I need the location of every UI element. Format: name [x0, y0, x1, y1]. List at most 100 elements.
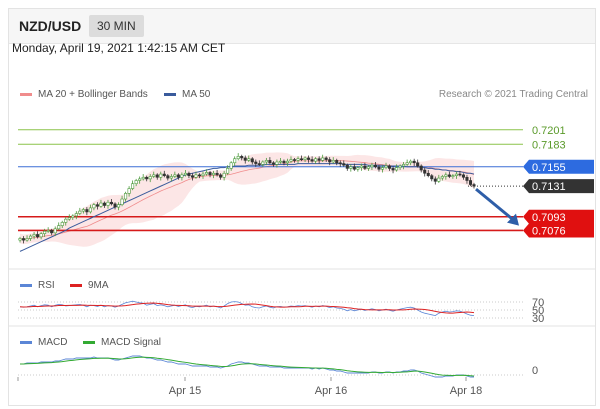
candle-body — [222, 172, 226, 178]
candle-body — [81, 209, 85, 212]
candle-body — [465, 176, 469, 181]
candle-body — [243, 157, 247, 161]
candle-body — [391, 168, 395, 171]
candle-body — [440, 176, 444, 179]
x-axis-label: Apr 16 — [315, 385, 347, 397]
candle-body — [377, 166, 381, 170]
candle-body — [183, 172, 187, 176]
candle-body — [402, 164, 406, 167]
candle-body — [278, 160, 282, 163]
candle-body — [39, 233, 43, 238]
candle-body — [296, 158, 300, 161]
candle-body — [194, 174, 198, 178]
candle-body — [29, 235, 33, 239]
candles — [18, 153, 476, 244]
level-label: 0.7201 — [532, 125, 566, 137]
candle-body — [268, 160, 272, 164]
candle-body — [60, 222, 64, 226]
candle-body — [169, 176, 173, 179]
candle-body — [141, 176, 145, 180]
candle-body — [190, 175, 194, 178]
candle-body — [335, 160, 339, 164]
candle-body — [240, 156, 244, 159]
candle-body — [437, 177, 441, 182]
candle-body — [300, 158, 304, 161]
moving-averages — [19, 163, 475, 252]
candle-body — [32, 234, 36, 237]
candle-body — [145, 176, 149, 180]
chart-header: NZD/USD 30 MIN — [9, 9, 595, 44]
candle-body — [289, 159, 293, 162]
forecast-arrow — [475, 187, 519, 226]
candle-body — [155, 174, 159, 178]
forecast-arrow-head — [507, 213, 519, 226]
candle-body — [303, 157, 307, 160]
candle-body — [398, 165, 402, 168]
candle-body — [88, 207, 92, 213]
candle-body — [208, 172, 212, 176]
level-label: 0.7183 — [532, 139, 566, 151]
candle-body — [433, 178, 437, 182]
candle-body — [461, 174, 465, 178]
candle-body — [120, 198, 124, 205]
candle-body — [113, 203, 117, 208]
candle-body — [416, 162, 420, 167]
candle-body — [78, 210, 82, 214]
x-axis: Apr 15 Apr 16 Apr 18 — [17, 377, 482, 397]
timeframe-badge[interactable]: 30 MIN — [89, 15, 144, 37]
level-label-bg — [523, 209, 594, 224]
candle-body — [212, 172, 216, 176]
forecast-arrow-shaft — [475, 187, 514, 221]
candle-body — [395, 167, 399, 171]
candle-body — [426, 172, 430, 176]
candle-body — [468, 180, 473, 185]
candle-body — [215, 172, 219, 176]
candle-body — [370, 164, 374, 168]
candle-body — [201, 173, 205, 176]
macd-tick-label: 0 — [532, 365, 538, 377]
candle-body — [46, 230, 50, 232]
candle-body — [18, 238, 22, 241]
candle-body — [412, 160, 416, 164]
research-credit: Research © 2021 Trading Central — [439, 89, 588, 100]
candle-body — [226, 168, 230, 174]
candle-body — [106, 201, 110, 206]
candle-body — [236, 156, 240, 160]
candle-body — [64, 218, 68, 223]
candle-body — [317, 158, 321, 161]
candle-body — [356, 167, 360, 170]
rsi-tick-label: 70 — [532, 297, 544, 309]
symbol-title: NZD/USD — [19, 18, 82, 34]
candle-body — [331, 160, 335, 163]
legend-swatch — [164, 93, 176, 96]
rsi-tick-label: 30 — [532, 313, 544, 325]
level-label-bg — [523, 159, 594, 174]
rsi-line — [19, 300, 475, 317]
candle-body — [328, 159, 332, 163]
candle-body — [373, 164, 377, 168]
candle-body — [95, 204, 99, 207]
candle-body — [131, 183, 135, 189]
candle-body — [71, 215, 75, 218]
candle-body — [109, 201, 114, 205]
candle-body — [282, 160, 286, 164]
legend-label: MA 20 + Bollinger Bands — [38, 89, 148, 100]
candle-body — [342, 163, 346, 166]
candle-body — [187, 172, 191, 176]
candle-body — [159, 173, 163, 178]
candle-body — [134, 180, 138, 185]
candle-body — [233, 158, 237, 164]
candle-body — [314, 158, 318, 162]
level-label-bg — [523, 223, 594, 238]
candle-body — [67, 217, 71, 220]
candle-body — [53, 228, 57, 234]
level-label-bg — [523, 179, 594, 194]
candle-body — [197, 174, 202, 177]
candle-body — [99, 202, 103, 207]
candle-body — [363, 165, 367, 169]
candle-body — [36, 234, 40, 238]
candle-body — [292, 159, 297, 161]
candle-body — [173, 174, 177, 177]
candle-body — [247, 158, 251, 161]
